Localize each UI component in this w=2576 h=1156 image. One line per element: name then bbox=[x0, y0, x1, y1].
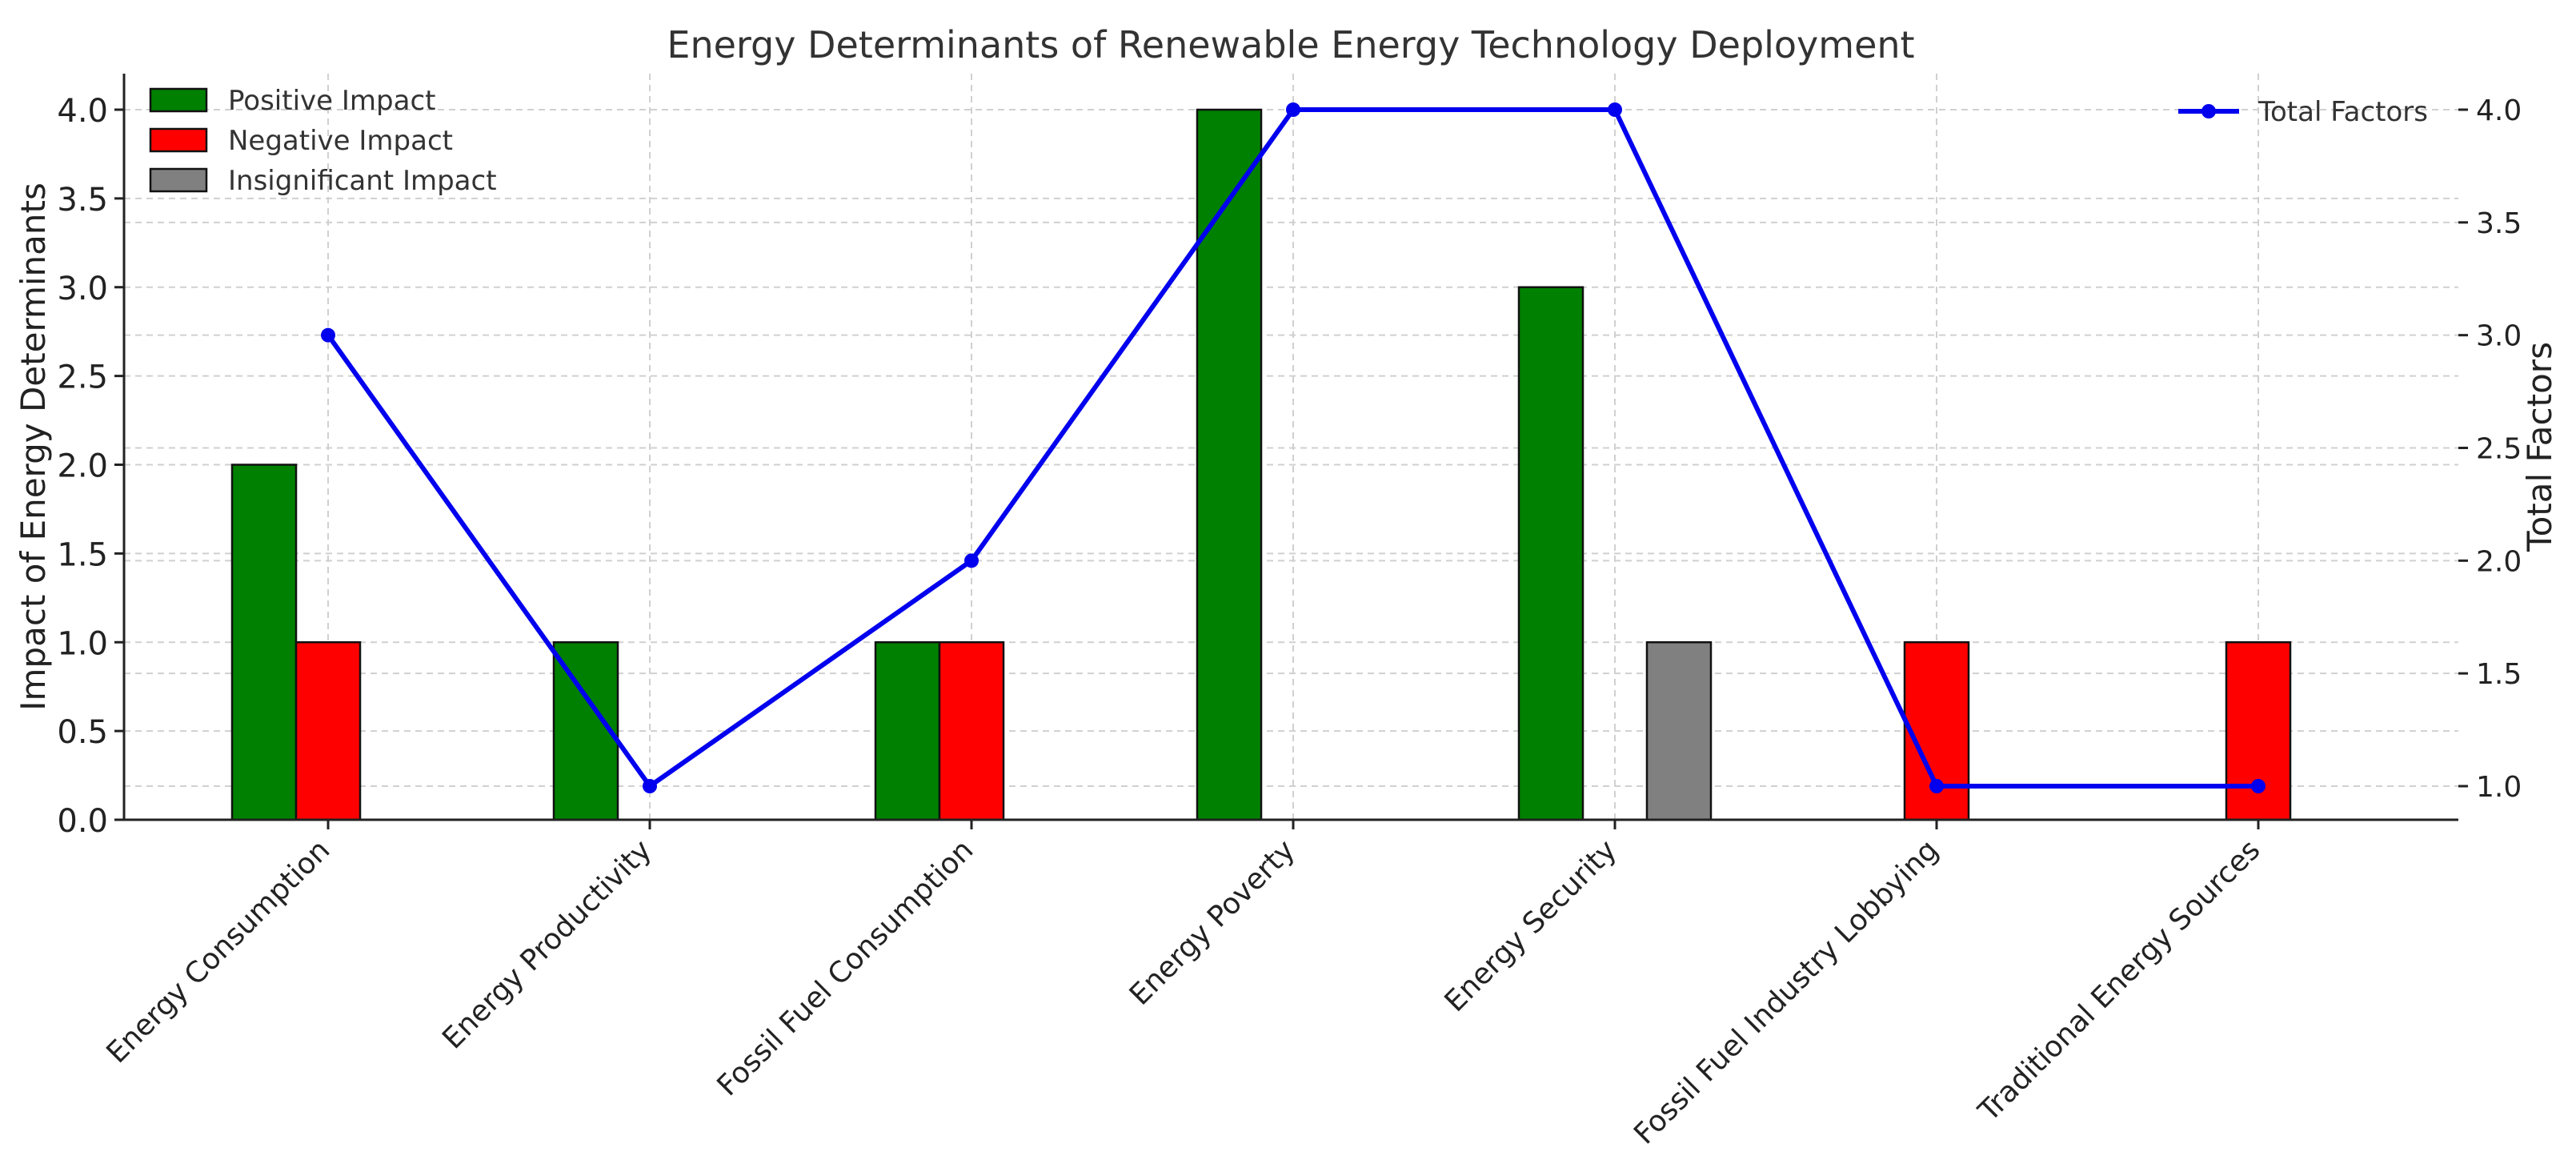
y-tick-label: 4.0 bbox=[57, 93, 108, 130]
bar-insignificant-impact bbox=[1645, 641, 1713, 821]
y-axis-label: Impact of Energy Determinants bbox=[14, 183, 53, 711]
y-tick-label: 3.5 bbox=[57, 182, 108, 219]
y2-axis-label: Total Factors bbox=[2520, 342, 2559, 552]
bar-positive-impact bbox=[1196, 108, 1263, 821]
legend-line: Total Factors bbox=[2178, 96, 2428, 128]
legend-label: Negative Impact bbox=[228, 125, 453, 157]
total-factors-point bbox=[964, 553, 979, 568]
legend-swatch bbox=[149, 167, 208, 193]
bar-positive-impact bbox=[552, 641, 619, 821]
y2-tick-label: 2.0 bbox=[2476, 545, 2522, 578]
total-factors-point bbox=[1608, 102, 1622, 117]
bar-positive-impact bbox=[874, 641, 941, 821]
legend-line-marker bbox=[2201, 104, 2216, 118]
y-tick-label: 3.0 bbox=[57, 271, 108, 307]
legend-label: Total Factors bbox=[2258, 96, 2428, 128]
y-tick-label: 0.0 bbox=[57, 803, 108, 840]
y-tick-label: 2.5 bbox=[57, 359, 108, 396]
bar-positive-impact bbox=[230, 464, 298, 821]
y2-tick-label: 3.5 bbox=[2476, 207, 2522, 240]
legend-swatch bbox=[149, 127, 208, 153]
legend-swatch bbox=[149, 87, 208, 113]
chart-title: Energy Determinants of Renewable Energy … bbox=[667, 23, 1914, 66]
total-factors-point bbox=[321, 327, 335, 343]
bar-negative-impact bbox=[294, 641, 362, 821]
y2-tick-label: 2.5 bbox=[2476, 433, 2522, 466]
y2-tick-label: 3.0 bbox=[2476, 320, 2522, 353]
y-tick-label: 0.5 bbox=[57, 714, 108, 751]
y2-tick-label: 1.5 bbox=[2476, 658, 2522, 691]
bar-negative-impact bbox=[938, 641, 1005, 821]
y-tick-label: 1.0 bbox=[57, 625, 108, 662]
y-tick-label: 2.0 bbox=[57, 448, 108, 485]
total-factors-point bbox=[1929, 779, 1944, 793]
total-factors-point bbox=[643, 779, 657, 793]
total-factors-point bbox=[2251, 779, 2266, 793]
legend-label: Positive Impact bbox=[228, 85, 435, 117]
bar-positive-impact bbox=[1517, 286, 1584, 821]
total-factors-point bbox=[1286, 102, 1300, 117]
y2-tick-label: 4.0 bbox=[2476, 94, 2522, 127]
y2-tick-label: 1.0 bbox=[2476, 771, 2522, 804]
legend-label: Insignificant Impact bbox=[228, 165, 497, 197]
y-tick-label: 1.5 bbox=[57, 536, 108, 573]
legend-bars: Positive Impact Negative Impact Insignific… bbox=[149, 85, 497, 197]
